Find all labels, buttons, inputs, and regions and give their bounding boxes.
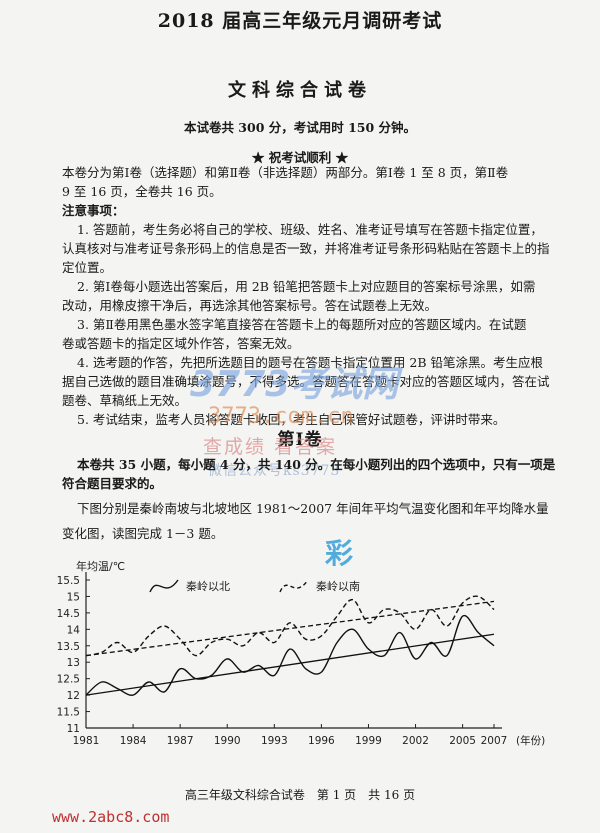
score-info: 本试卷共 300 分，考试用时 150 分钟。 bbox=[183, 120, 417, 135]
x-tick-label: 1990 bbox=[214, 735, 241, 747]
chart-axes: 年均温/℃ bbox=[76, 559, 502, 729]
x-tick-label: 2002 bbox=[402, 735, 429, 747]
site-watermark: www.2abc8.com bbox=[52, 808, 170, 826]
y-tick-label: 13 bbox=[67, 657, 80, 669]
x-tick-label: 1984 bbox=[120, 735, 147, 747]
y-tick-label: 15 bbox=[67, 591, 80, 603]
x-tick-label: 1999 bbox=[355, 735, 382, 747]
note-line: 认真核对与准考证号条形码上的信息是否一致，并将准考证号条形码粘贴在答题卡上的指 bbox=[62, 241, 550, 256]
y-tick-label: 14.5 bbox=[57, 608, 80, 620]
page-footer: 高三年级文科综合试卷 第 1 页 共 16 页 bbox=[184, 788, 416, 802]
note-line: 据自己选做的题目准确填涂题号，不得多选。答题答在答题卡对应的答题区域内，答在试 bbox=[62, 374, 550, 389]
legend-swatch bbox=[149, 579, 179, 593]
x-tick-label: 2007 bbox=[481, 735, 508, 747]
subject-title: 文科综合试卷 bbox=[228, 80, 372, 101]
promo-watermark-2: 微信公众号ks3773 bbox=[208, 463, 341, 479]
y-tick-label: 11 bbox=[67, 723, 80, 735]
note-line: 5. 考试结束，监考人员将答题卡收回，考生自己保管好试题卷，评讲时带来。 bbox=[77, 412, 506, 427]
y-tick-label: 14 bbox=[67, 624, 81, 636]
series-line-2 bbox=[85, 595, 495, 657]
legend-swatch bbox=[279, 579, 309, 593]
question-line-2: 变化图，读图完成 1－3 题。 bbox=[62, 526, 224, 541]
note-line: 1. 答题前，考生务必将自己的学校、班级、姓名、准考证号填写在答题卡指定位置， bbox=[77, 222, 543, 237]
promo-watermark-1: 查成绩 看答案 bbox=[203, 436, 338, 458]
y-tick-label: 12.5 bbox=[57, 674, 80, 686]
intro-line-1: 本卷分为第Ⅰ卷（选择题）和第Ⅱ卷（非选择题）两部分。第Ⅰ卷 1 至 8 页，第Ⅱ… bbox=[62, 165, 509, 180]
stamp-watermark: 彩 bbox=[325, 537, 354, 570]
trend-line-2 bbox=[85, 600, 495, 657]
logo-watermark: 3773考试网 bbox=[190, 364, 399, 405]
note-line: 定位置。 bbox=[62, 260, 113, 275]
trend-line-1 bbox=[85, 633, 495, 696]
question-line-1: 下图分别是秦岭南坡与北坡地区 1981～2007 年间年平均气温变化图和年平均降… bbox=[77, 501, 549, 516]
x-tick-label: 1993 bbox=[261, 735, 288, 747]
note-line: 2. 第Ⅰ卷每小题选出答案后，用 2B 铅笔把答题卡上对应题目的答案标号涂黑，如… bbox=[77, 279, 536, 294]
section-title: 第Ⅰ卷 bbox=[277, 430, 323, 450]
y-tick-labels: 11 11.5 12 12.5 13 13.5 14 14.5 15 15.5 bbox=[57, 575, 90, 735]
note-line: 改动，用橡皮擦干净后，再选涂其他答案标号。答在试题卷上无效。 bbox=[62, 298, 438, 313]
chart-legend: 秦岭以北 秦岭以南 bbox=[149, 579, 360, 593]
temperature-chart: 年均温/℃ 11 11.5 12 12.5 13 13.5 14 14.5 15 15.5 198… bbox=[57, 559, 546, 747]
x-tick-labels: 1981 1984 1987 1990 1993 1996 1999 2002 2005 2007… bbox=[73, 724, 545, 747]
legend-label: 秦岭以南 bbox=[316, 579, 360, 593]
note-line: 卷或答题卡的指定区域外作答，答案无效。 bbox=[62, 336, 300, 351]
intro-line-2: 9 至 16 页，全卷共 16 页。 bbox=[62, 184, 222, 199]
x-tick-label: 1981 bbox=[73, 735, 100, 747]
exam-title: 2018 届高三年级元月调研考试 bbox=[157, 10, 443, 32]
y-axis-label: 年均温/℃ bbox=[76, 559, 125, 573]
x-axis-label: (年份) bbox=[516, 734, 545, 747]
domain-watermark: 3773.com.cn bbox=[208, 404, 354, 429]
good-luck-line: ★ 祝考试顺利 ★ bbox=[251, 150, 349, 165]
notes-heading: 注意事项： bbox=[62, 203, 125, 218]
section-desc-line-1: 本卷共 35 小题，每小题 4 分，共 140 分。在每小题列出的四个选项中，只… bbox=[77, 457, 556, 472]
legend-label: 秦岭以北 bbox=[186, 579, 230, 593]
section-desc-line-2: 符合题目要求的。 bbox=[62, 476, 163, 491]
y-tick-label: 11.5 bbox=[57, 707, 80, 719]
y-tick-label: 15.5 bbox=[57, 575, 80, 587]
note-line: 题卷、草稿纸上无效。 bbox=[62, 393, 188, 408]
note-line: 3. 第Ⅱ卷用黑色墨水签字笔直接答在答题卡上的每题所对应的答题区域内。在试题 bbox=[77, 317, 527, 332]
note-line: 4. 选考题的作答，先把所选题目的题号在答题卡指定位置用 2B 铅笔涂黑。考生应… bbox=[77, 355, 543, 370]
series-line-1 bbox=[85, 614, 495, 696]
x-tick-label: 1996 bbox=[308, 735, 335, 747]
x-tick-label: 1987 bbox=[167, 735, 194, 747]
chart-lines bbox=[85, 595, 495, 696]
y-tick-label: 12 bbox=[67, 690, 80, 702]
x-tick-label: 2005 bbox=[449, 735, 476, 747]
y-tick-label: 13.5 bbox=[57, 641, 80, 653]
